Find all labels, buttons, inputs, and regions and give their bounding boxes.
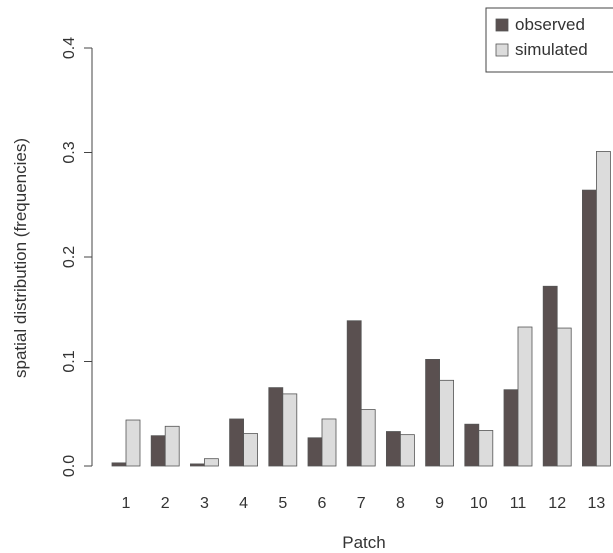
bar-observed-12 — [542, 285, 558, 467]
x-tick-label: 3 — [200, 495, 209, 512]
x-axis-title: Patch — [342, 533, 385, 552]
bar-observed-6 — [307, 437, 323, 467]
bar-simulated-12 — [556, 327, 572, 467]
bar-simulated-3 — [203, 458, 219, 467]
bar-simulated-9 — [439, 379, 455, 467]
bar-simulated-6 — [321, 418, 337, 467]
bar-simulated-11 — [517, 326, 533, 467]
bar-observed-7 — [346, 320, 362, 467]
bar-observed-5 — [268, 387, 284, 467]
x-tick-label: 12 — [548, 495, 566, 512]
bar-observed-1 — [111, 462, 127, 467]
x-tick-label: 2 — [161, 495, 170, 512]
x-tick-label: 13 — [588, 495, 606, 512]
bar-observed-2 — [150, 435, 166, 467]
legend: observed simulated — [485, 7, 613, 73]
bar-simulated-1 — [125, 419, 141, 467]
bar-observed-13 — [582, 189, 597, 467]
x-tick-label: 6 — [318, 495, 327, 512]
x-tick-label: 5 — [278, 495, 287, 512]
bar-observed-9 — [425, 359, 441, 467]
bar-observed-11 — [503, 389, 519, 467]
x-tick-label: 4 — [239, 495, 248, 512]
x-tick-label: 8 — [396, 495, 405, 512]
bar-simulated-10 — [478, 430, 494, 467]
legend-swatch-observed — [495, 18, 509, 32]
x-tick-label: 11 — [510, 495, 527, 512]
bar-simulated-8 — [399, 434, 415, 467]
legend-label-observed: observed — [515, 15, 585, 34]
bar-observed-10 — [464, 423, 480, 467]
bar-simulated-4 — [243, 433, 259, 467]
x-tick-label: 7 — [357, 495, 366, 512]
y-tick-label: 0.2 — [61, 246, 78, 268]
bar-simulated-5 — [282, 393, 298, 467]
bar-observed-4 — [229, 418, 245, 467]
bar-simulated-2 — [164, 425, 180, 467]
x-tick-label: 10 — [470, 495, 488, 512]
x-tick-label: 1 — [122, 495, 131, 512]
y-tick-label: 0.4 — [61, 37, 78, 59]
legend-label-simulated: simulated — [515, 40, 588, 59]
y-tick-label: 0.1 — [61, 350, 78, 372]
y-tick-label: 0.0 — [61, 455, 78, 477]
y-tick-label: 0.3 — [61, 141, 78, 163]
bar-simulated-7 — [360, 409, 376, 467]
bars — [111, 151, 611, 467]
y-axis: 0.0 0.1 0.2 0.3 0.4 — [61, 37, 93, 477]
legend-swatch-simulated — [495, 43, 509, 57]
bar-observed-3 — [189, 463, 205, 467]
bar-simulated-13 — [596, 151, 611, 467]
bar-observed-8 — [385, 431, 401, 467]
y-axis-title: spatial distribution (frequencies) — [11, 138, 30, 378]
x-tick-labels: 1 2 3 4 5 6 7 8 9 10 11 12 13 — [122, 495, 606, 512]
x-tick-label: 9 — [435, 495, 444, 512]
